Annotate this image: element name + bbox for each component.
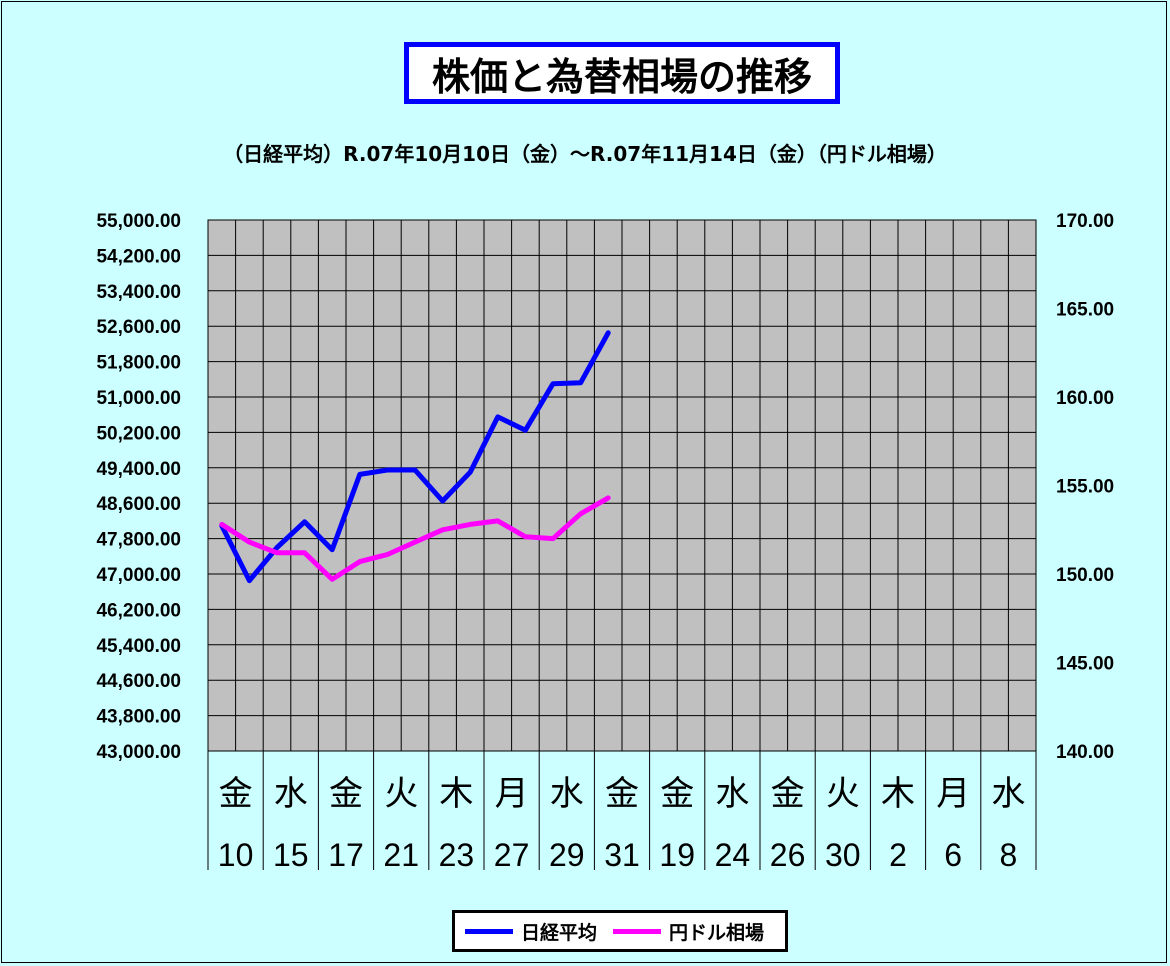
x-day-label: 8 [1000,837,1018,873]
x-day-label: 19 [659,837,695,873]
x-weekday-label: 火 [826,774,860,814]
legend-swatch-yen [613,928,662,934]
y-left-tick-label: 53,400.00 [96,282,181,303]
x-weekday-label: 金 [771,774,805,814]
y-left-tick-label: 51,000.00 [96,388,181,409]
x-weekday-label: 火 [384,774,418,814]
x-day-label: 23 [439,837,475,873]
x-weekday-label: 水 [274,774,308,814]
y-left-tick-label: 51,800.00 [96,353,181,374]
legend-item-yen: 円ドル相場 [613,918,764,945]
y-left-tick-label: 52,600.00 [96,317,181,338]
y-right-tick-label: 140.00 [1056,742,1114,763]
x-day-label: 31 [604,837,640,873]
x-day-label: 15 [273,837,309,873]
y-left-tick-label: 49,400.00 [96,459,181,480]
y-left-tick-label: 43,800.00 [96,707,181,728]
x-day-label: 21 [383,837,419,873]
legend: 日経平均 円ドル相場 [452,910,788,952]
series-line-1 [219,495,611,582]
y-right-tick-label: 165.00 [1056,300,1114,321]
x-day-label: 26 [770,837,806,873]
y-left-tick-label: 48,600.00 [96,494,181,515]
x-day-label: 17 [328,837,364,873]
y-left-tick-label: 44,600.00 [96,671,181,692]
legend-label-nikkei: 日経平均 [521,921,598,944]
series-line-0 [219,330,611,584]
chart-title-text: 株価と為替相場の推移 [431,54,812,99]
x-weekday-label: 水 [991,774,1025,814]
x-weekday-label: 木 [881,774,915,814]
x-weekday-label: 月 [936,774,970,814]
x-day-label: 2 [889,837,907,873]
y-left-tick-label: 43,000.00 [96,742,181,763]
y-right-tick-label: 150.00 [1056,565,1114,586]
x-weekday-label: 木 [439,774,473,814]
x-weekday-label: 水 [550,774,584,814]
legend-swatch-nikkei [465,928,513,934]
x-day-label: 27 [494,837,530,873]
x-day-label: 30 [825,837,861,873]
chart-title: 株価と為替相場の推移 [404,42,840,104]
x-day-label: 10 [218,837,254,873]
x-day-label: 24 [715,837,751,873]
y-right-tick-label: 170.00 [1056,211,1114,232]
legend-label-yen: 円ドル相場 [669,921,765,944]
x-day-label: 6 [944,837,962,873]
chart-subtitle: （日経平均）R.07年10月10日（金）～R.07年11月14日（金）（円ドル相… [223,142,947,166]
y-left-tick-label: 55,000.00 [96,211,181,232]
x-weekday-label: 水 [715,774,749,814]
y-right-tick-label: 145.00 [1056,654,1114,675]
y-right-tick-label: 160.00 [1056,388,1114,409]
x-weekday-label: 月 [495,774,529,814]
y-left-tick-label: 46,200.00 [96,600,181,621]
y-left-tick-label: 54,200.00 [96,246,181,267]
legend-item-nikkei: 日経平均 [465,918,597,945]
x-weekday-label: 金 [329,774,363,814]
x-weekday-label: 金 [660,774,694,814]
x-day-label: 29 [549,837,585,873]
y-right-tick-label: 155.00 [1056,477,1114,498]
y-left-tick-label: 47,800.00 [96,530,181,551]
y-left-tick-label: 50,200.00 [96,423,181,444]
y-left-tick-label: 45,400.00 [96,636,181,657]
y-left-tick-label: 47,000.00 [96,565,181,586]
x-weekday-label: 金 [605,774,639,814]
x-weekday-label: 金 [219,774,253,814]
